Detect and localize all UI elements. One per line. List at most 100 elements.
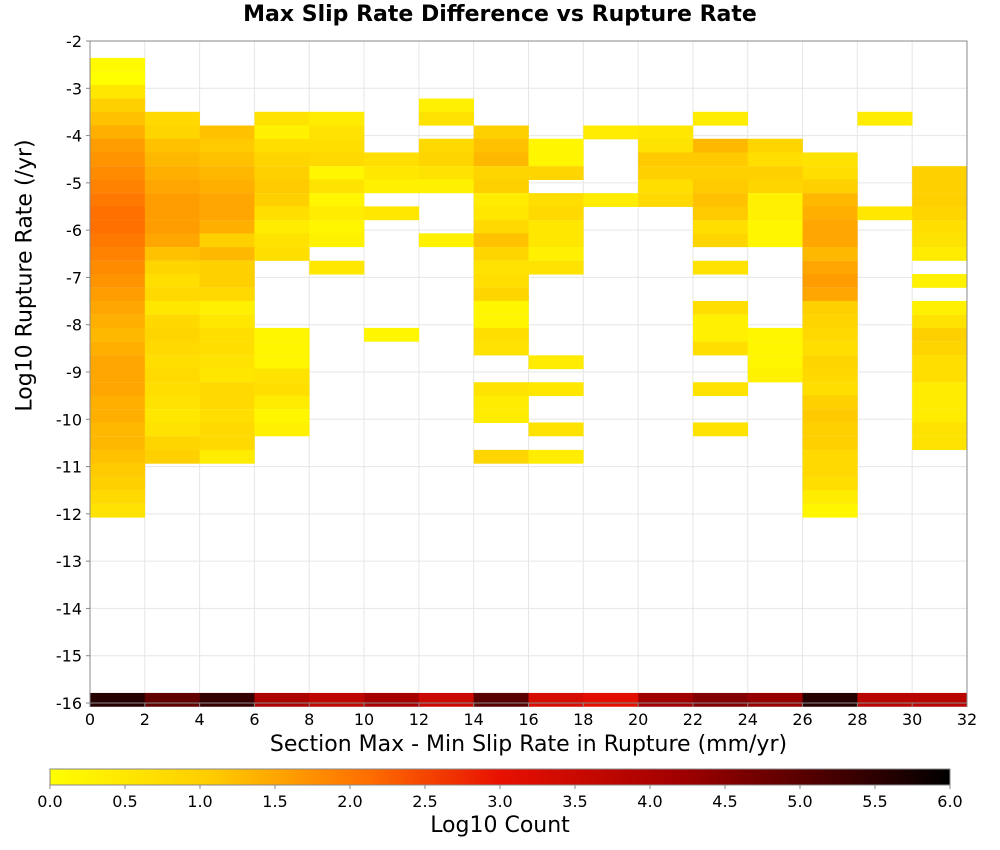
heatmap-cell: [473, 314, 529, 329]
heatmap-cell: [802, 179, 858, 194]
heatmap-cell: [90, 125, 146, 140]
colorbar: [49, 768, 951, 786]
heatmap-cell: [90, 98, 146, 113]
heatmap-cell: [912, 179, 968, 194]
heatmap-cell: [802, 476, 858, 491]
heatmap-cell: [309, 166, 365, 180]
heatmap-cell: [144, 247, 200, 261]
heatmap-cell: [692, 179, 749, 194]
heatmap-cell: [747, 233, 803, 248]
heatmap-cell: [199, 395, 255, 410]
x-axis-label: Section Max - Min Slip Rate in Rupture (…: [269, 732, 788, 757]
heatmap-cell: [90, 247, 146, 261]
heatmap-cell: [747, 220, 803, 234]
heatmap-cell: [254, 125, 310, 140]
heatmap-cell: [528, 260, 584, 275]
heatmap-cell: [912, 220, 968, 234]
colorbar-tick-label: 1.0: [187, 792, 212, 811]
heatmap-cell: [418, 179, 474, 194]
heatmap-cell: [912, 273, 968, 288]
heatmap-cell: [912, 341, 968, 356]
heatmap-cell: [199, 409, 255, 424]
heatmap-cell: [802, 449, 858, 464]
heatmap-cell: [692, 166, 749, 180]
heatmap-cell: [254, 395, 310, 410]
heatmap-cell: [90, 463, 146, 477]
y-axis-ticks: -2 -3 -4 -5 -6 -7 -8 -9 -10 -11 -12 -13 -14 -15 -16: [56, 32, 90, 713]
heatmap-cell: [309, 260, 365, 275]
heatmap-cell: [90, 193, 146, 207]
heatmap-cell: [309, 152, 365, 167]
heatmap-cell: [90, 206, 146, 221]
heatmap-cell: [418, 152, 474, 167]
colorbar-label: Log10 Count: [430, 813, 570, 838]
heatmap-cell: [747, 327, 803, 342]
heatmap-cell: [90, 355, 146, 370]
heatmap-cell: [254, 206, 310, 221]
heatmap-cell: [802, 341, 858, 356]
heatmap-cell: [473, 138, 529, 153]
heatmap-cell: [802, 368, 858, 383]
y-tick-label: -13: [56, 552, 82, 571]
heatmap-cell: [199, 422, 255, 437]
heatmap-cell: [528, 138, 584, 153]
heatmap-cell: [473, 300, 529, 315]
heatmap-cell: [144, 152, 200, 167]
heatmap-cell: [802, 463, 858, 477]
heatmap-cell: [254, 692, 310, 707]
heatmap-cell: [857, 692, 913, 707]
heatmap-cell: [199, 233, 255, 248]
x-tick-label: 10: [354, 710, 374, 729]
heatmap-cell: [254, 341, 310, 356]
heatmap-cell: [254, 247, 310, 261]
colorbar-tick-label: 4.0: [637, 792, 662, 811]
heatmap-cell: [90, 57, 146, 72]
heatmap-cell: [692, 300, 749, 315]
heatmap-cell: [90, 138, 146, 153]
heatmap-cell: [90, 71, 146, 86]
heatmap-cell: [90, 409, 146, 424]
heatmap-cell: [199, 327, 255, 342]
heatmap-cell: [802, 382, 858, 397]
heatmap-cell: [912, 692, 968, 707]
heatmap-cell: [90, 233, 146, 248]
heatmap-cell: [638, 125, 694, 140]
heatmap-cell: [473, 179, 529, 194]
heatmap-cell: [473, 233, 529, 248]
heatmap-cell: [638, 193, 694, 207]
heatmap-cell: [912, 409, 968, 424]
heatmap-cell: [802, 273, 858, 288]
heatmap-cell: [473, 273, 529, 288]
heatmap-cell: [199, 193, 255, 207]
heatmap-cell: [254, 409, 310, 424]
heatmap-cell: [199, 206, 255, 221]
colorbar-tick-label: 3.5: [562, 792, 587, 811]
heatmap-cell: [199, 287, 255, 302]
colorbar-tick-label: 0.5: [112, 792, 137, 811]
heatmap-cell: [473, 125, 529, 140]
heatmap-cell: [692, 111, 749, 126]
heatmap-cell: [473, 327, 529, 342]
heatmap-cell: [90, 287, 146, 302]
heatmap-cell: [912, 422, 968, 437]
heatmap-cell: [90, 422, 146, 437]
heatmap-cell: [309, 111, 365, 126]
heatmap-cell: [692, 314, 749, 329]
heatmap-cell: [747, 166, 803, 180]
heatmap-cell: [90, 300, 146, 315]
heatmap-cell: [857, 111, 913, 126]
heatmap-cell: [418, 111, 474, 126]
heatmap-cell: [747, 692, 803, 707]
heatmap-cell: [90, 449, 146, 464]
x-tick-label: 20: [628, 710, 648, 729]
heatmap-cell: [473, 449, 529, 464]
heatmap-cell: [638, 152, 694, 167]
heatmap-cell: [802, 395, 858, 410]
heatmap-cell: [912, 247, 968, 261]
heatmap-cell: [912, 355, 968, 370]
heatmap-cell: [528, 166, 584, 180]
heatmap-cell: [90, 260, 146, 275]
x-tick-label: 26: [792, 710, 812, 729]
heatmap-cell: [90, 382, 146, 397]
colorbar-tick-label: 0.0: [37, 792, 62, 811]
